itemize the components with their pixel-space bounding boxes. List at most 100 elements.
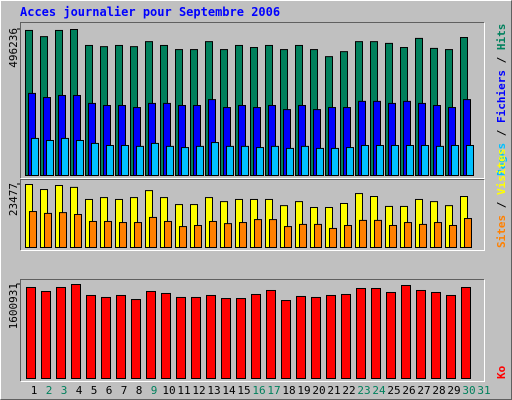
bar <box>206 294 216 379</box>
bar <box>224 223 232 248</box>
bar <box>71 284 81 379</box>
bar <box>314 223 322 248</box>
x-tick-label: 21 <box>327 384 340 397</box>
x-tick-label: 12 <box>192 384 205 397</box>
bar <box>119 222 127 248</box>
bar <box>326 294 336 379</box>
bar <box>329 227 337 249</box>
bar <box>391 144 399 176</box>
bar <box>421 144 429 176</box>
x-tick-label: 2 <box>46 384 53 397</box>
bar <box>251 293 261 379</box>
bar <box>296 295 306 379</box>
x-tick-label: 16 <box>252 384 265 397</box>
x-tick-label: 4 <box>76 384 83 397</box>
bar <box>106 144 114 176</box>
bar <box>56 286 66 379</box>
x-tick-label: 19 <box>297 384 310 397</box>
x-tick-label: 24 <box>372 384 386 397</box>
bar <box>211 142 219 177</box>
legend-separator: / <box>495 50 508 70</box>
bar <box>331 147 339 177</box>
y-tick-label: 23477 <box>7 183 20 216</box>
bar <box>344 224 352 248</box>
bar <box>221 298 231 379</box>
bar <box>466 144 474 176</box>
panel-frame <box>20 179 485 251</box>
bar <box>29 211 37 248</box>
x-tick-label: 9 <box>151 384 158 397</box>
x-tick-label: 26 <box>402 384 415 397</box>
bar <box>361 144 369 176</box>
bar <box>44 212 52 248</box>
bar <box>386 291 396 379</box>
bar <box>286 147 294 177</box>
x-tick-label: 11 <box>177 384 190 397</box>
bar <box>146 290 156 379</box>
bar <box>451 144 459 176</box>
bar <box>31 137 39 176</box>
bar <box>236 298 246 379</box>
x-tick-label: 15 <box>237 384 250 397</box>
bar <box>91 142 99 177</box>
legend-entry: Ko <box>495 365 508 379</box>
bar <box>436 145 444 176</box>
bar <box>254 219 262 248</box>
bar <box>271 145 279 176</box>
bar <box>86 294 96 379</box>
x-tick-label: 5 <box>91 384 98 397</box>
panel-frame <box>20 279 485 382</box>
bar <box>74 213 82 248</box>
bar <box>371 287 381 379</box>
bar <box>164 220 172 249</box>
bar <box>41 290 51 379</box>
x-tick-label: 6 <box>106 384 113 397</box>
panel-frame <box>20 22 485 179</box>
bar <box>431 291 441 379</box>
bar <box>406 144 414 176</box>
x-tick-label: 28 <box>432 384 445 397</box>
bar <box>176 296 186 379</box>
bar <box>196 145 204 176</box>
bar <box>449 224 457 248</box>
legend-separator: / <box>495 195 508 215</box>
bar <box>464 218 472 249</box>
bar <box>266 289 276 379</box>
x-tick-label: 14 <box>222 384 236 397</box>
chart-title: Acces journalier pour Septembre 2006 <box>20 5 280 19</box>
x-tick-label: 18 <box>282 384 295 397</box>
legend-entry: Pages <box>495 143 508 176</box>
x-tick-label: 7 <box>121 384 128 397</box>
y-tick-label: 496236 <box>7 28 20 68</box>
x-tick-label: 1 <box>31 384 38 397</box>
legend: Sites / Visites <box>495 149 508 248</box>
bar <box>301 145 309 176</box>
bar <box>346 147 354 177</box>
bar <box>76 139 84 176</box>
bar <box>116 294 126 379</box>
bar <box>359 219 367 249</box>
bar <box>389 224 397 248</box>
bar <box>226 145 234 176</box>
x-tick-label: 27 <box>417 384 430 397</box>
bar <box>239 222 247 248</box>
bar <box>401 284 411 379</box>
bar <box>134 222 142 248</box>
bar <box>121 144 129 176</box>
x-tick-label: 25 <box>387 384 400 397</box>
bar <box>299 223 307 248</box>
bar <box>104 220 112 249</box>
bar <box>404 222 412 248</box>
bar <box>191 296 201 379</box>
x-tick-label: 10 <box>162 384 175 397</box>
legend-entry: Hits <box>495 24 508 51</box>
bar <box>461 286 471 379</box>
bar <box>419 223 427 248</box>
bar <box>151 142 159 177</box>
bar <box>179 226 187 249</box>
bar <box>311 296 321 379</box>
bar <box>26 286 36 379</box>
bar <box>181 147 189 177</box>
